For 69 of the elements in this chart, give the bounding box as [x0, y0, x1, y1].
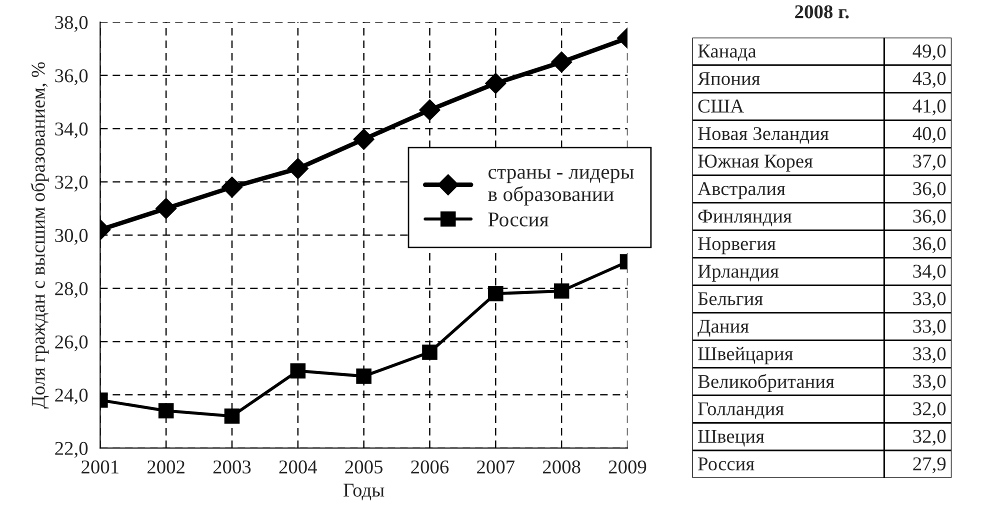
text: 37,0: [913, 154, 946, 170]
category-label: Новая Зеландия: [698, 127, 829, 144]
x-tick-label: 2004: [279, 460, 318, 474]
y-tick-label: 34,0: [55, 122, 88, 138]
text: 27,9: [913, 457, 946, 474]
point: [156, 198, 177, 219]
y-tick-label: 38,0: [55, 16, 88, 32]
category-label: Южная Корея: [698, 154, 813, 172]
x-tick-label: 2001: [82, 460, 118, 474]
text: 36,0: [913, 210, 946, 226]
text: 36,0: [913, 237, 946, 254]
y-tick-label: 28,0: [55, 282, 88, 298]
point: [485, 72, 506, 94]
legend-label: Россия: [488, 212, 549, 226]
y-axis-title: Доля граждан с высшим образованием, %: [30, 62, 49, 409]
point: [488, 286, 504, 302]
point: [224, 408, 240, 424]
text: 32,0: [913, 430, 946, 446]
point: [353, 128, 374, 150]
text: 2008 г.: [795, 5, 849, 18]
category-label: США: [698, 100, 744, 113]
text: 34,0: [913, 264, 946, 281]
category-label: Австралия: [698, 182, 786, 200]
category-label: Дания: [698, 320, 749, 337]
y-tick-label: 24,0: [55, 388, 88, 405]
point: [158, 403, 174, 418]
x-axis-title: Годы: [344, 484, 384, 500]
point: [290, 363, 306, 378]
x-tick-label: 2009: [608, 460, 646, 474]
category-label: Швеция: [698, 430, 764, 446]
text: 33,0: [913, 347, 946, 364]
point: [356, 368, 372, 384]
x-tick-label: 2002: [147, 460, 184, 474]
text: 49,0: [912, 44, 946, 60]
point: [287, 158, 308, 180]
text: 43,0: [912, 72, 946, 88]
legend-label: страны - лидеры в образовании: [488, 168, 634, 206]
point: [221, 176, 243, 198]
y-tick-label: 32,0: [55, 176, 88, 192]
category-label: Бельгия: [698, 292, 763, 306]
x-tick-label: 2006: [411, 460, 449, 474]
text: 33,0: [913, 374, 946, 391]
y-tick-label: 30,0: [55, 228, 88, 245]
category-label: Канада: [698, 44, 756, 62]
point: [554, 283, 570, 299]
y-tick-label: 36,0: [55, 69, 88, 86]
x-tick-label: 2005: [345, 460, 383, 474]
text: 40,0: [912, 127, 946, 143]
point: [419, 99, 440, 121]
category-label: Россия: [698, 457, 754, 470]
y-tick-label: 26,0: [55, 335, 88, 352]
category-label: Норвегия: [698, 237, 776, 254]
category-label: Швейцария: [698, 346, 793, 364]
text: 41,0: [912, 100, 946, 116]
category-label: Великобритания: [698, 374, 834, 392]
category-label: Финляндия: [698, 210, 792, 226]
x-tick-label: 2008: [542, 460, 580, 474]
y-tick-label: 22,0: [55, 442, 88, 458]
point: [551, 52, 572, 73]
text: 33,0: [913, 292, 946, 308]
category-label: Голландия: [698, 402, 784, 419]
text: 33,0: [913, 320, 946, 336]
text: 36,0: [913, 182, 946, 198]
category-label: Япония: [698, 72, 760, 86]
x-tick-label: 2007: [477, 460, 515, 474]
x-tick-label: 2003: [213, 460, 251, 474]
point: [422, 344, 438, 360]
category-label: Ирландия: [698, 264, 779, 282]
text: 32,0: [913, 402, 946, 418]
